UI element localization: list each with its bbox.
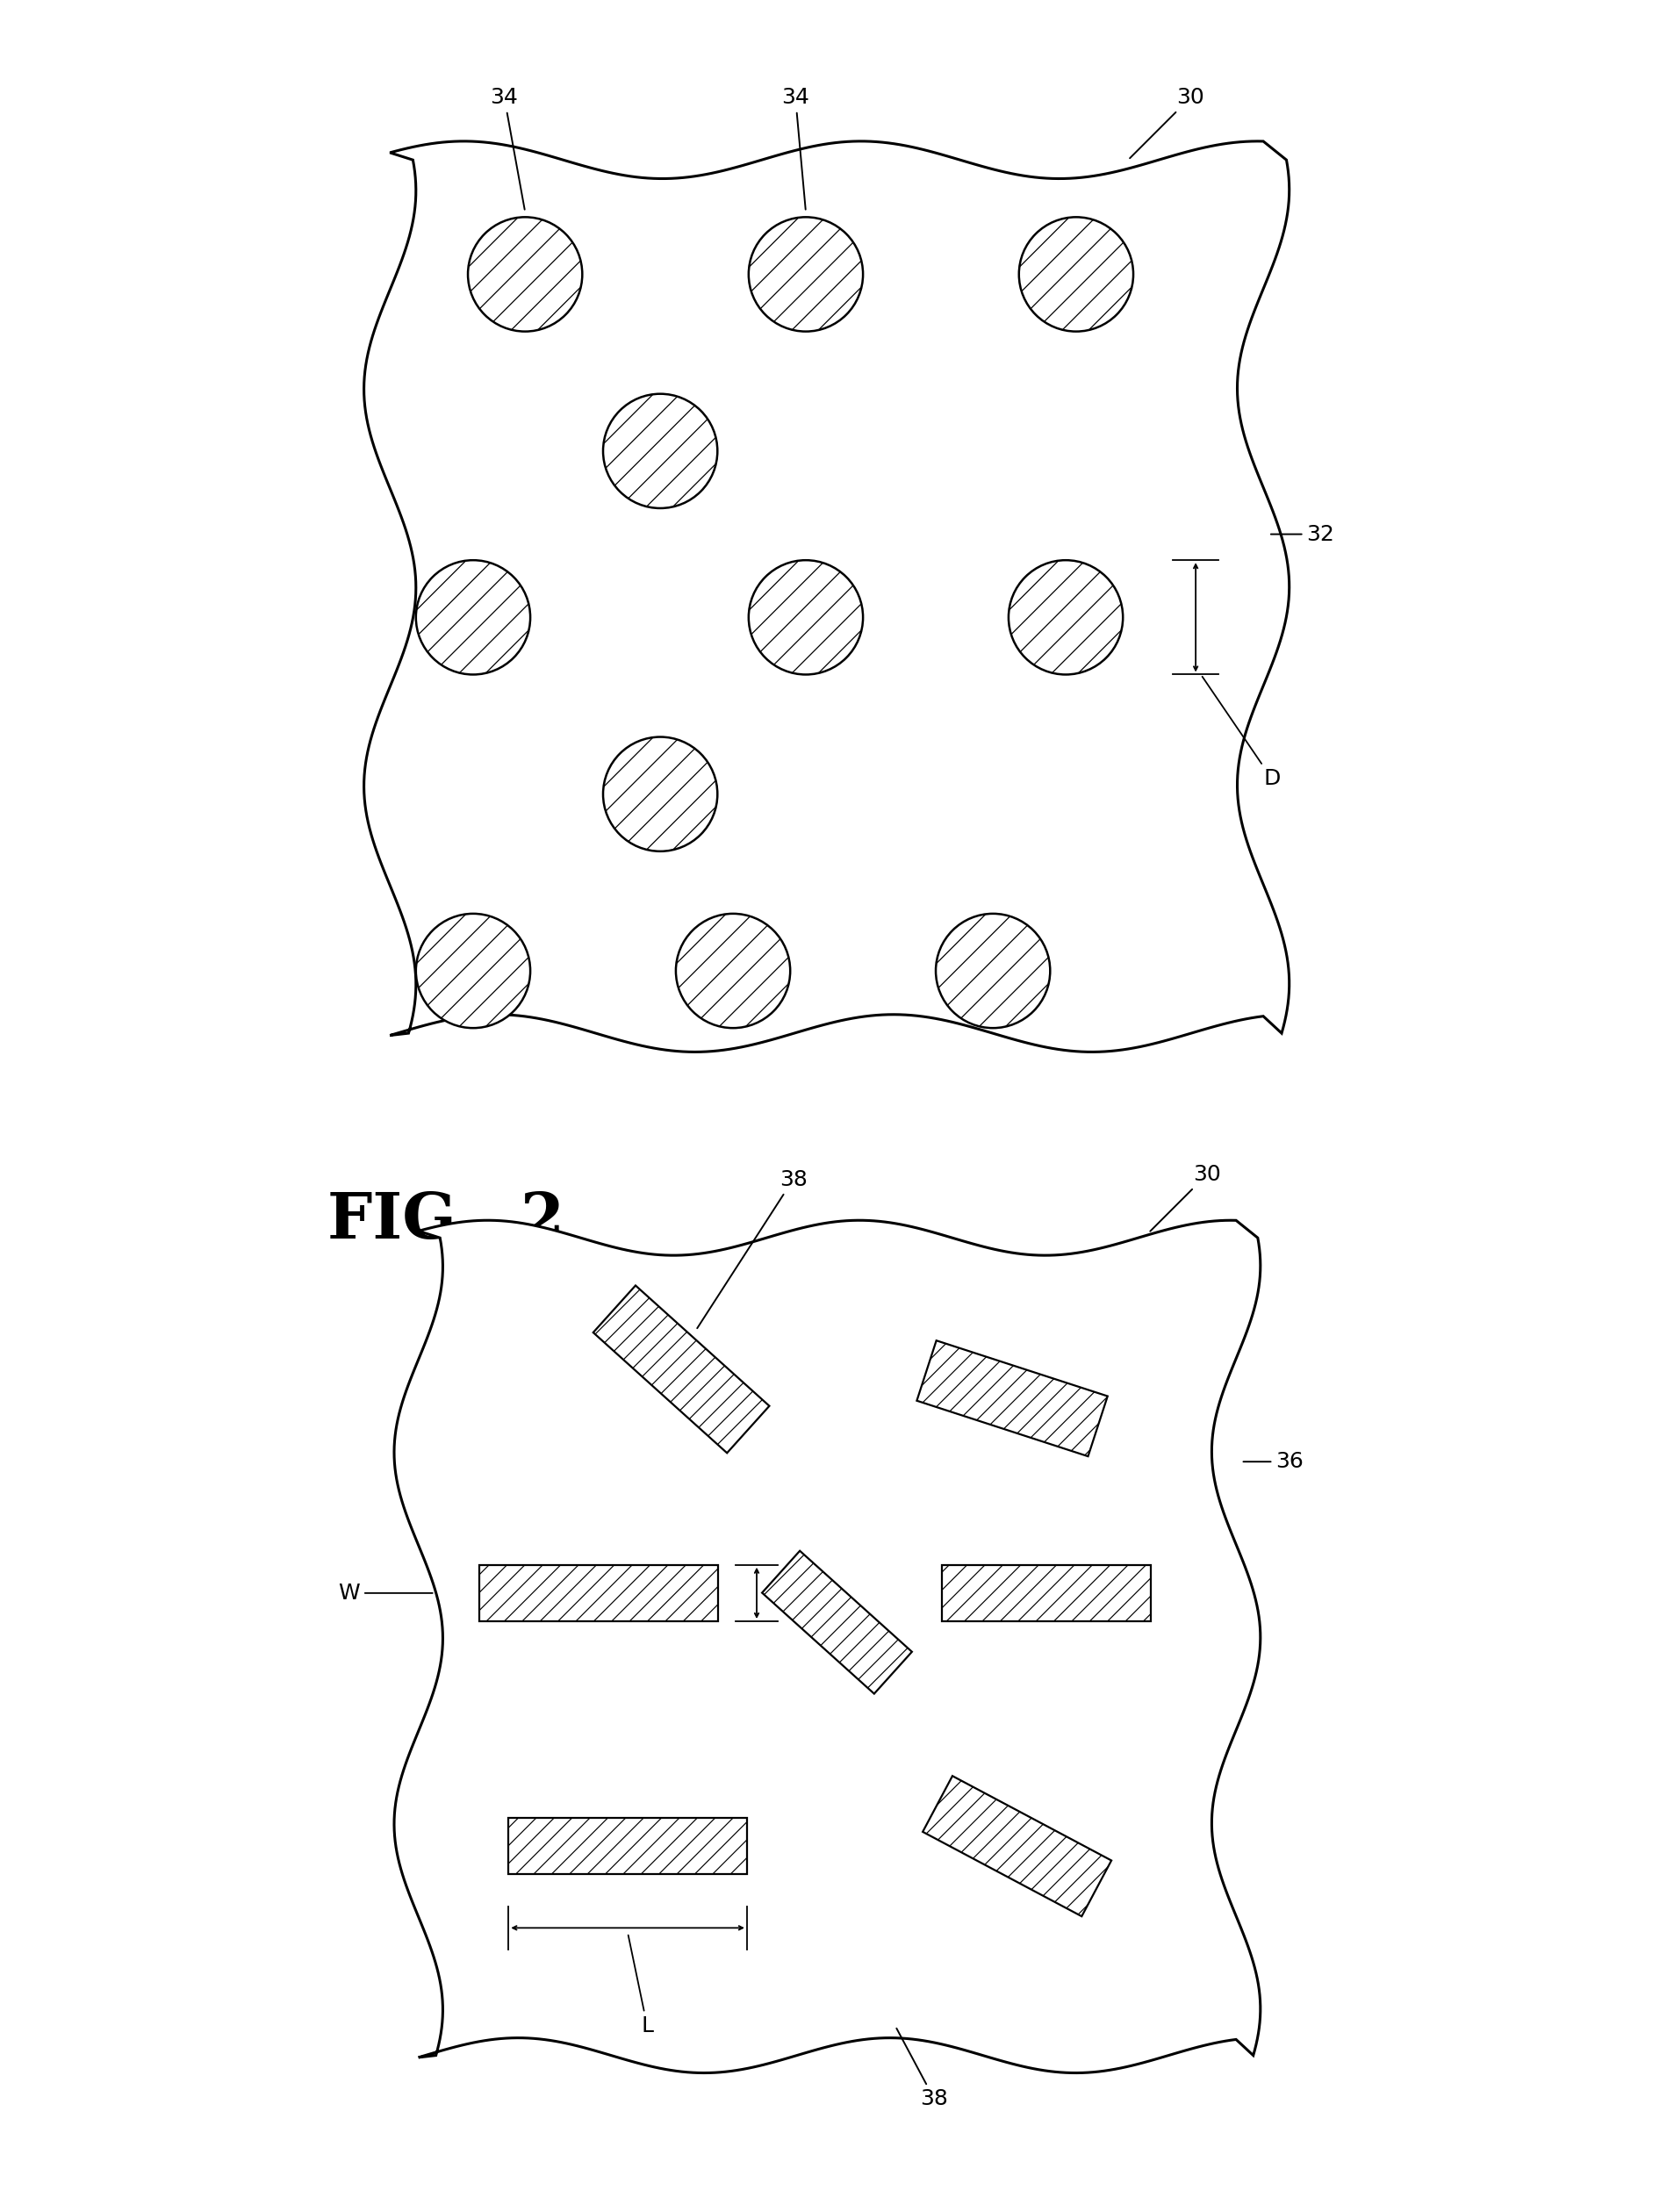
Text: L: L: [628, 1936, 653, 2037]
Text: FIG.  2: FIG. 2: [328, 1190, 564, 1252]
Text: 34: 34: [490, 86, 524, 210]
Text: W: W: [338, 1582, 432, 1604]
Circle shape: [603, 737, 718, 852]
Text: 30: 30: [1130, 86, 1204, 159]
Polygon shape: [917, 1340, 1108, 1455]
Polygon shape: [363, 142, 1289, 1053]
Circle shape: [415, 914, 531, 1029]
Circle shape: [415, 560, 531, 675]
Polygon shape: [942, 1564, 1152, 1621]
Circle shape: [1008, 560, 1123, 675]
Polygon shape: [509, 1818, 747, 1874]
Text: 38: 38: [897, 2028, 949, 2110]
Circle shape: [936, 914, 1050, 1029]
Circle shape: [469, 217, 583, 332]
Text: 34: 34: [782, 86, 810, 210]
Circle shape: [603, 394, 718, 509]
Polygon shape: [593, 1285, 770, 1453]
Text: 36: 36: [1244, 1451, 1304, 1473]
Polygon shape: [393, 1221, 1261, 2073]
Polygon shape: [922, 1776, 1112, 1916]
Circle shape: [1019, 217, 1133, 332]
Polygon shape: [479, 1564, 718, 1621]
Circle shape: [748, 560, 864, 675]
Text: 32: 32: [1271, 524, 1334, 544]
Text: 38: 38: [696, 1168, 807, 1327]
Text: D: D: [1202, 677, 1281, 790]
Circle shape: [748, 217, 864, 332]
Text: 30: 30: [1150, 1164, 1220, 1232]
Polygon shape: [762, 1551, 912, 1694]
Circle shape: [676, 914, 790, 1029]
